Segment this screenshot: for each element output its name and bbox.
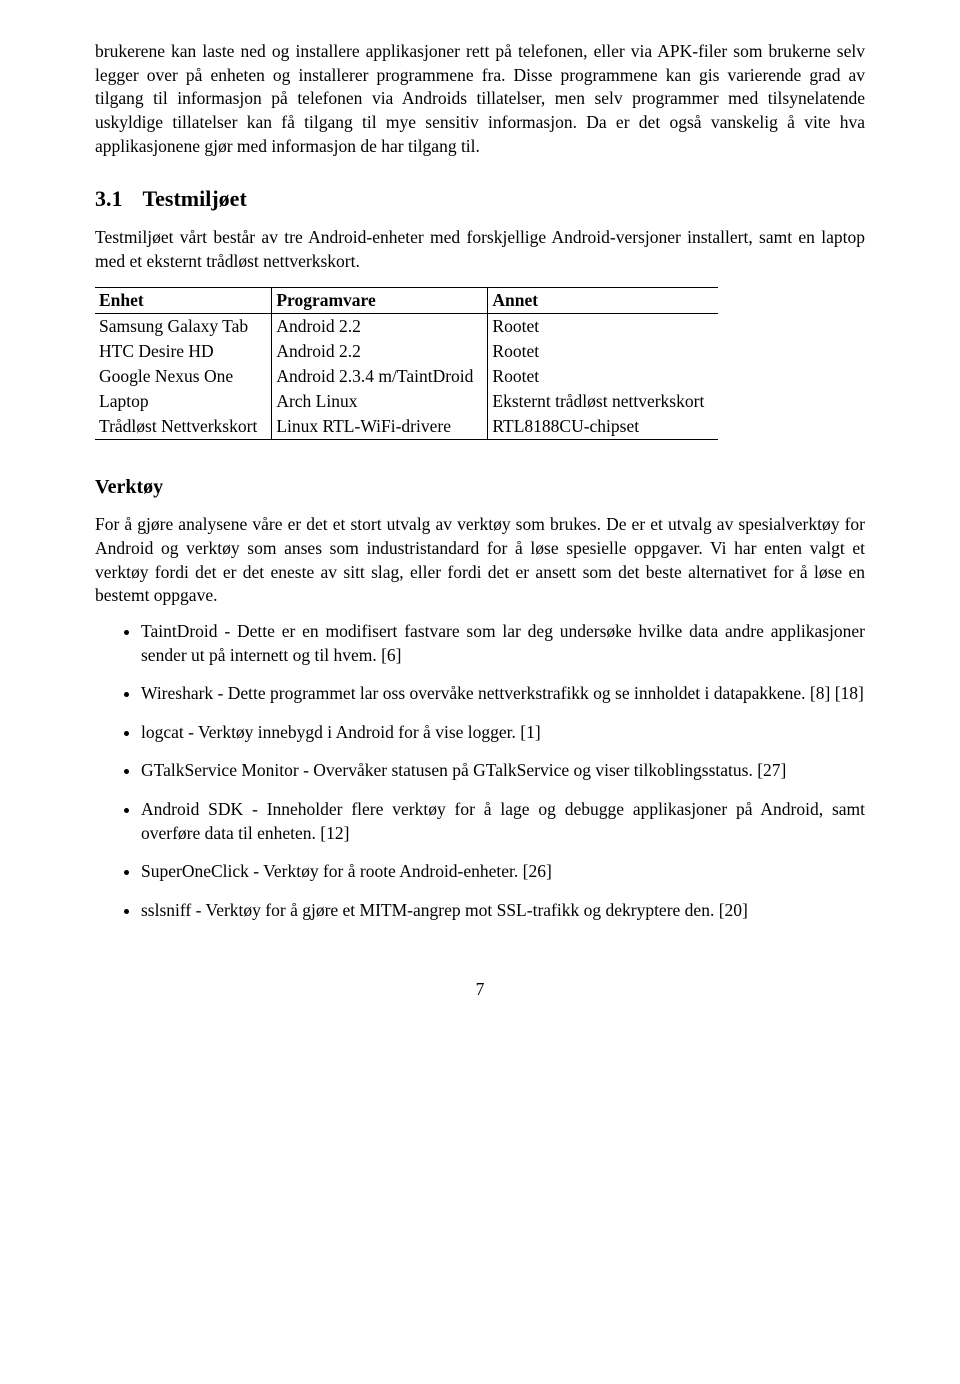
- table-cell: Samsung Galaxy Tab: [95, 314, 272, 340]
- table-row: Samsung Galaxy Tab Android 2.2 Rootet: [95, 314, 718, 340]
- list-item: Wireshark - Dette programmet lar oss ove…: [141, 682, 865, 706]
- table-header: Programvare: [272, 288, 488, 314]
- list-item: SuperOneClick - Verktøy for å roote Andr…: [141, 860, 865, 884]
- table-header-row: Enhet Programvare Annet: [95, 288, 718, 314]
- table-cell: Eksternt trådløst nettverkskort: [488, 389, 718, 414]
- table-cell: Android 2.2: [272, 314, 488, 340]
- list-item: logcat - Verktøy innebygd i Android for …: [141, 721, 865, 745]
- table-cell: Laptop: [95, 389, 272, 414]
- table-header: Annet: [488, 288, 718, 314]
- paragraph-testenv: Testmiljøet vårt består av tre Android-e…: [95, 226, 865, 273]
- table-cell: Trådløst Nettverkskort: [95, 414, 272, 440]
- paragraph-tools: For å gjøre analysene våre er det et sto…: [95, 513, 865, 608]
- page-number: 7: [95, 979, 865, 1000]
- table-cell: Rootet: [488, 314, 718, 340]
- list-item: TaintDroid - Dette er en modifisert fast…: [141, 620, 865, 667]
- list-item: GTalkService Monitor - Overvåker statuse…: [141, 759, 865, 783]
- section-heading: 3.1 Testmiljøet: [95, 186, 865, 212]
- tools-heading: Verktøy: [95, 476, 865, 499]
- paragraph-intro: brukerene kan laste ned og installere ap…: [95, 40, 865, 158]
- table-cell: RTL8188CU-chipset: [488, 414, 718, 440]
- table-cell: Rootet: [488, 339, 718, 364]
- list-item: Android SDK - Inneholder flere verktøy f…: [141, 798, 865, 845]
- table-row: Google Nexus One Android 2.3.4 m/TaintDr…: [95, 364, 718, 389]
- table-cell: Rootet: [488, 364, 718, 389]
- tool-list: TaintDroid - Dette er en modifisert fast…: [95, 620, 865, 923]
- table-cell: Android 2.3.4 m/TaintDroid: [272, 364, 488, 389]
- table-cell: Android 2.2: [272, 339, 488, 364]
- table-row: HTC Desire HD Android 2.2 Rootet: [95, 339, 718, 364]
- table-row: Laptop Arch Linux Eksternt trådløst nett…: [95, 389, 718, 414]
- list-item: sslsniff - Verktøy for å gjøre et MITM-a…: [141, 899, 865, 923]
- section-title: Testmiljøet: [143, 186, 247, 211]
- device-table: Enhet Programvare Annet Samsung Galaxy T…: [95, 287, 718, 440]
- section-number: 3.1: [95, 186, 123, 211]
- document-page: brukerene kan laste ned og installere ap…: [0, 0, 960, 1040]
- table-header: Enhet: [95, 288, 272, 314]
- table-row: Trådløst Nettverkskort Linux RTL-WiFi-dr…: [95, 414, 718, 440]
- table-cell: Arch Linux: [272, 389, 488, 414]
- table-cell: Linux RTL-WiFi-drivere: [272, 414, 488, 440]
- table-cell: HTC Desire HD: [95, 339, 272, 364]
- table-cell: Google Nexus One: [95, 364, 272, 389]
